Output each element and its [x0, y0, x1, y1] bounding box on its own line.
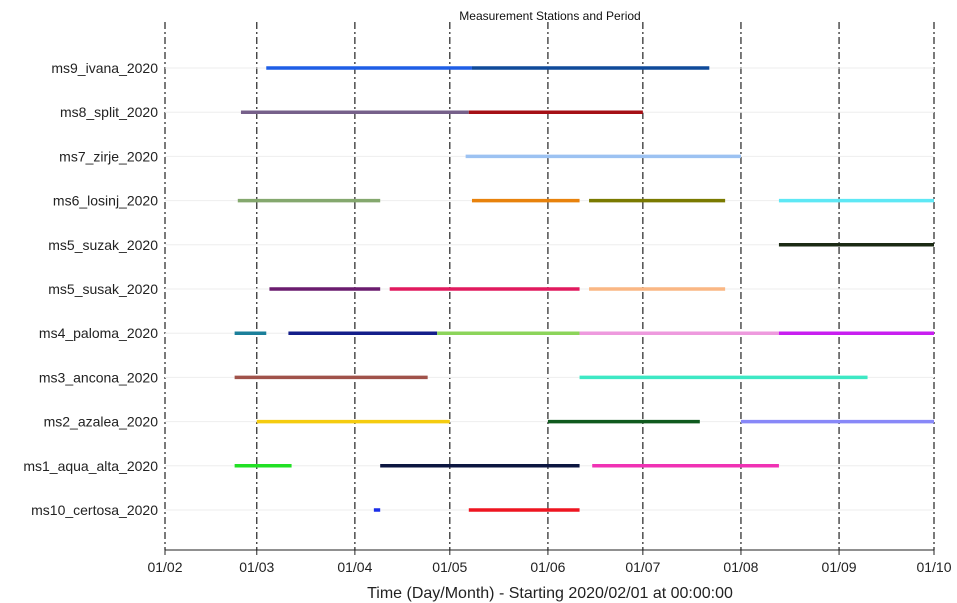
y-axis-labels: ms9_ivana_2020 ms8_split_2020 ms7_zirje_20…	[23, 60, 158, 518]
y-tick-label: ms5_susak_2020	[48, 281, 158, 297]
x-tick-label: 01/04	[337, 559, 372, 575]
x-tick-label: 01/06	[530, 559, 565, 575]
x-tick-label: 01/07	[625, 559, 660, 575]
grid-lines	[164, 22, 935, 550]
y-tick-label: ms8_split_2020	[60, 104, 158, 120]
y-tick-label: ms9_ivana_2020	[51, 60, 158, 76]
y-tick-label: ms5_suzak_2020	[48, 237, 158, 253]
period-bars	[234, 66, 934, 512]
y-tick-label: ms7_zirje_2020	[59, 148, 158, 164]
x-axis-title: Time (Day/Month) - Starting 2020/02/01 a…	[367, 585, 733, 602]
chart-title: Measurement Stations and Period	[459, 9, 640, 23]
x-tick-label: 01/10	[916, 559, 951, 575]
x-tick-label: 01/08	[723, 559, 758, 575]
x-tick-label: 01/03	[239, 559, 274, 575]
y-tick-label: ms6_losinj_2020	[53, 193, 158, 209]
x-axis	[164, 549, 935, 555]
x-tick-label: 01/05	[432, 559, 467, 575]
y-tick-label: ms3_ancona_2020	[39, 369, 158, 385]
y-tick-label: ms10_certosa_2020	[31, 502, 158, 518]
x-axis-tick-labels: 01/02 01/03 01/04 01/05 01/06 01/07 01/08 01/09…	[147, 559, 951, 575]
y-tick-label: ms2_azalea_2020	[44, 414, 159, 430]
x-tick-label: 01/02	[147, 559, 182, 575]
x-tick-label: 01/09	[822, 559, 857, 575]
y-tick-label: ms4_paloma_2020	[39, 325, 158, 341]
y-tick-label: ms1_aqua_alta_2020	[23, 458, 158, 474]
